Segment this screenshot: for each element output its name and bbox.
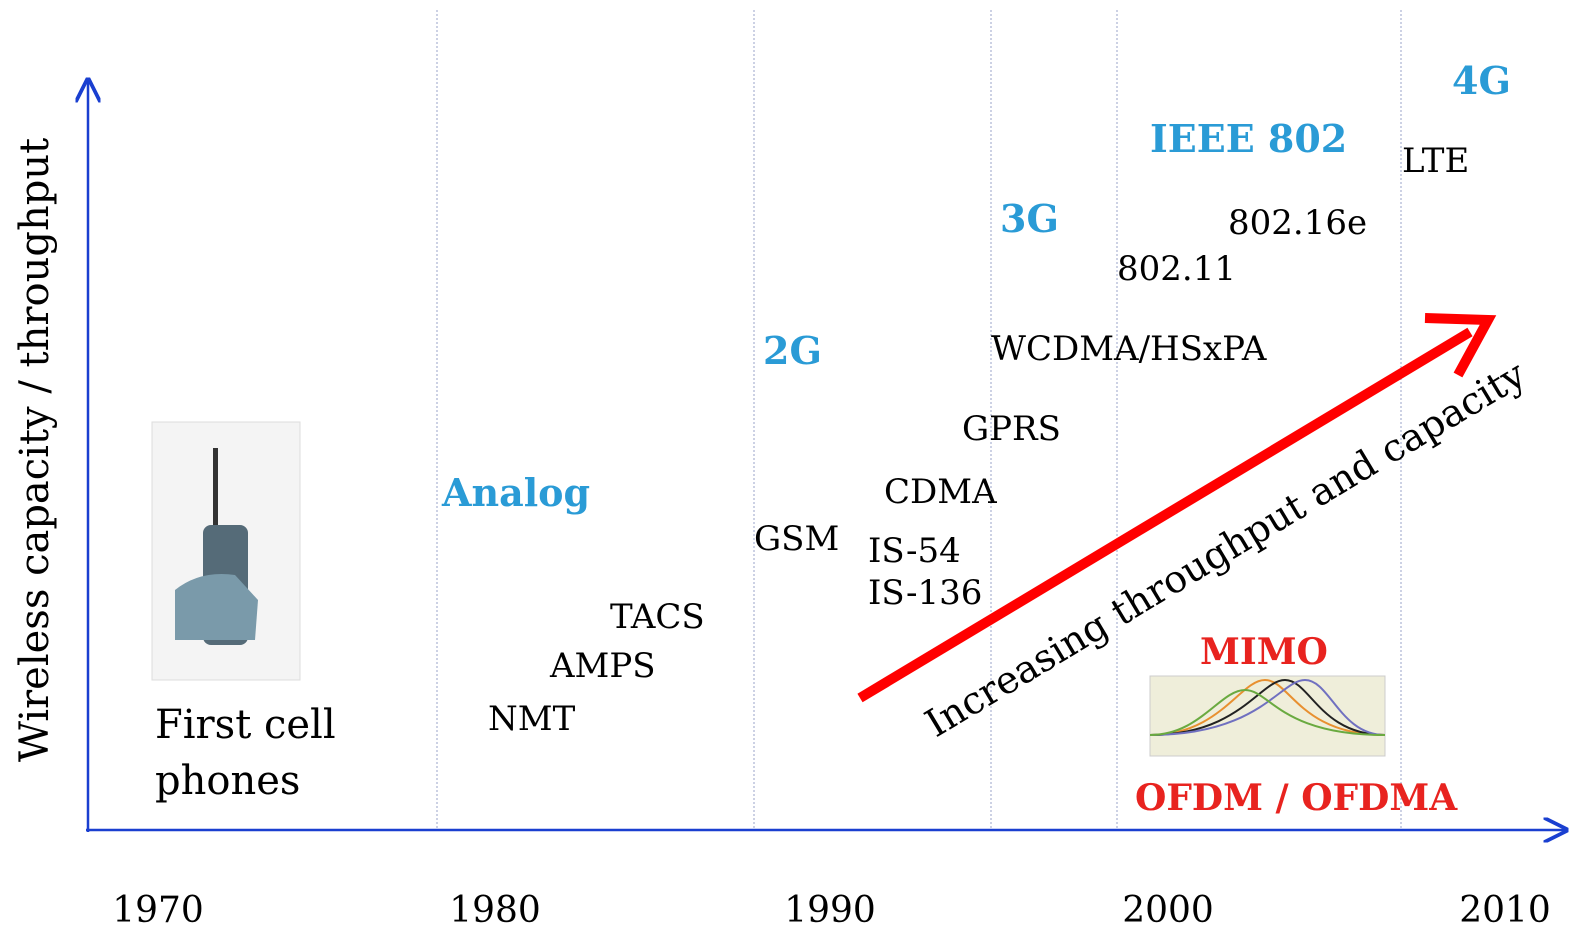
generation-label: 4G	[1452, 58, 1511, 103]
generation-label: 2G	[763, 328, 822, 373]
technology: 802.11	[1117, 249, 1236, 289]
ofdm-waveform	[1150, 676, 1385, 756]
ofdm-label: OFDM / OFDMA	[1135, 777, 1458, 819]
technology: GSM	[754, 519, 839, 559]
technology: WCDMA/HSxPA	[991, 329, 1267, 369]
generation-label: Analog	[441, 470, 590, 515]
technology: 802.16e	[1228, 203, 1367, 243]
generation-label: IEEE 802	[1150, 116, 1347, 161]
technology: AMPS	[549, 646, 656, 686]
year: 2000	[1122, 890, 1214, 931]
year: 1990	[784, 890, 876, 931]
technology: TACS	[610, 597, 705, 637]
year: 1970	[112, 890, 204, 931]
technology: GPRS	[962, 409, 1061, 449]
generation-label: 3G	[1000, 196, 1059, 241]
first-phones-line: First cell	[155, 702, 336, 748]
technology: IS-54	[868, 531, 961, 571]
technology: CDMA	[884, 472, 997, 512]
year: 2010	[1459, 890, 1551, 931]
y-axis-label: Wireless capacity / throughput	[12, 138, 58, 762]
first-phones-line: phones	[155, 758, 300, 804]
technology: NMT	[488, 699, 576, 739]
year: 1980	[449, 890, 541, 931]
timeline-diagram: Wireless capacity / throughput 1970 1980…	[0, 0, 1589, 942]
technology: LTE	[1402, 141, 1469, 181]
phone-image	[152, 422, 300, 680]
mimo-label: MIMO	[1200, 631, 1328, 673]
technology: IS-136	[868, 573, 982, 613]
